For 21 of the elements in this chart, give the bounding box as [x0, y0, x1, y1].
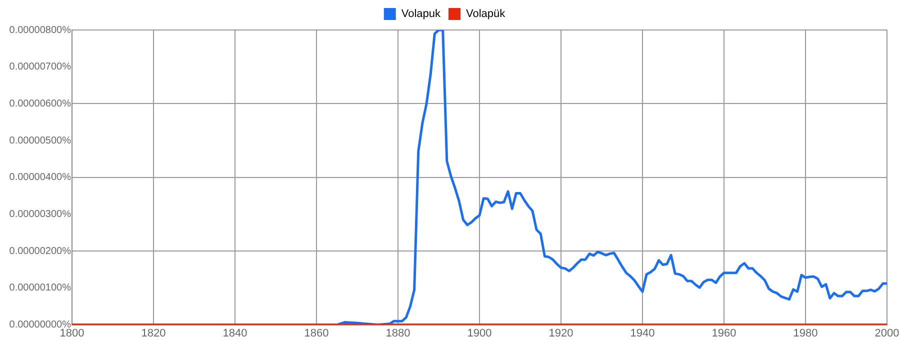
y-tick-label: 0.00000700% — [9, 62, 72, 73]
x-tick-label: 1900 — [467, 327, 492, 340]
x-tick-label: 1820 — [141, 327, 166, 340]
y-tick-label: 0.00000300% — [9, 209, 72, 220]
y-tick-label: 0.00000500% — [9, 135, 72, 146]
x-tick-label: 1980 — [793, 327, 818, 340]
x-tick-label: 1840 — [222, 327, 248, 340]
x-tick-label: 1940 — [630, 327, 655, 340]
x-tick-label: 1960 — [712, 327, 736, 340]
legend-label: Volapuk — [401, 8, 441, 20]
y-tick-label: 0.00000600% — [9, 98, 72, 110]
y-tick-label: 0.00000400% — [9, 172, 72, 184]
y-tick-label: 0.00000100% — [9, 282, 72, 294]
y-tick-label: 0.00000800% — [9, 24, 72, 36]
x-tick-label: 1920 — [548, 327, 574, 340]
y-tick-label: 0.00000200% — [9, 246, 72, 257]
x-tick-label: 1860 — [304, 327, 329, 340]
x-tick-label: 1800 — [60, 327, 84, 340]
x-tick-label: 1880 — [386, 327, 410, 340]
x-tick-label: 2000 — [874, 327, 900, 340]
legend-label: Volapük — [466, 8, 506, 20]
